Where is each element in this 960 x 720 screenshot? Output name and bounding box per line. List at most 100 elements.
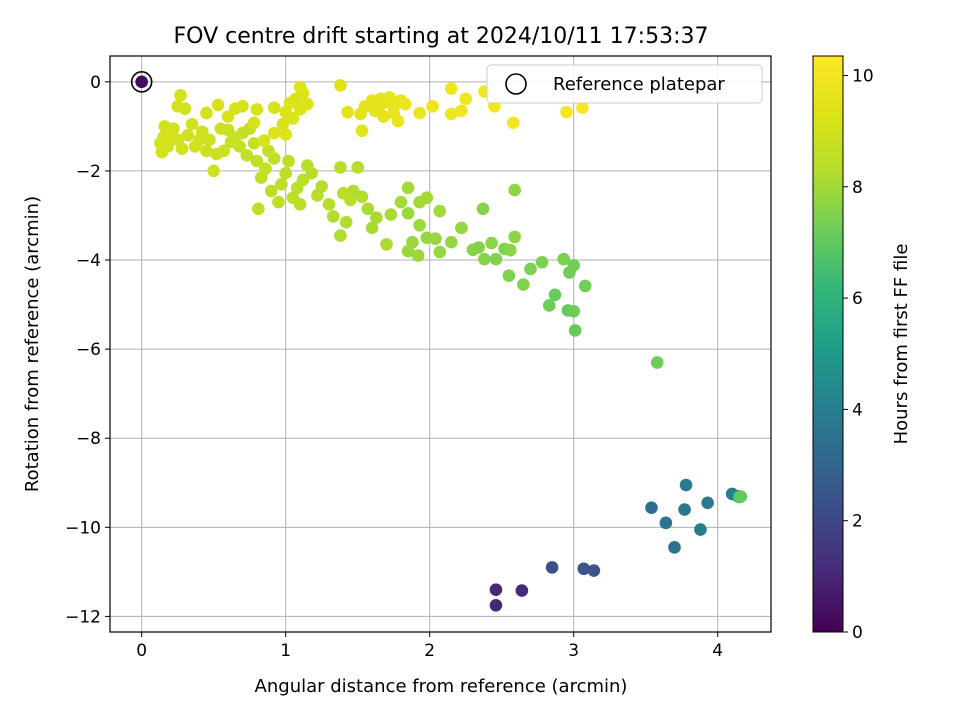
data-point	[276, 117, 290, 131]
colorbar-ticks: 0 2 4 6 8 10	[843, 66, 874, 643]
data-point	[650, 356, 664, 369]
data-point	[515, 584, 529, 597]
data-point	[508, 183, 521, 197]
data-point	[517, 278, 530, 291]
data-point	[504, 243, 517, 257]
data-point	[334, 161, 347, 174]
data-point	[567, 259, 581, 272]
data-point	[262, 144, 275, 158]
x-axis-ticks: 0 1 2 3 4	[136, 632, 723, 661]
data-point	[211, 98, 225, 112]
data-point	[420, 231, 434, 245]
data-point	[185, 117, 199, 131]
data-point	[326, 210, 340, 223]
data-point	[200, 144, 213, 158]
data-point	[413, 218, 426, 232]
data-point	[181, 128, 195, 142]
data-point	[282, 154, 295, 168]
data-point	[224, 135, 238, 149]
data-point	[694, 523, 707, 536]
y-tick-label: −2	[76, 162, 101, 182]
data-point	[351, 161, 364, 174]
data-point	[279, 166, 292, 180]
data-point	[293, 80, 307, 94]
y-tick-label: −4	[76, 251, 101, 271]
data-point	[250, 154, 264, 168]
data-point	[577, 562, 591, 576]
data-point	[334, 229, 347, 242]
data-point	[413, 106, 426, 120]
data-point	[535, 255, 549, 269]
x-tick-label: 1	[280, 641, 291, 661]
chart-title: FOV centre drift starting at 2024/10/11 …	[174, 24, 709, 49]
data-point	[455, 221, 468, 235]
data-point	[257, 134, 271, 147]
colorbar-tick-label: 4	[852, 400, 863, 420]
data-point	[267, 126, 281, 140]
colorbar-tick-label: 10	[852, 66, 874, 86]
x-tick-label: 0	[136, 641, 147, 661]
data-point	[545, 561, 559, 574]
data-point	[568, 324, 582, 337]
data-point	[279, 128, 292, 141]
data-point	[489, 598, 503, 612]
data-point	[355, 124, 369, 138]
reference-point	[135, 75, 148, 89]
data-point	[485, 236, 498, 250]
reference-ring	[130, 71, 153, 93]
data-point	[413, 195, 426, 209]
colorbar-tick-label: 6	[852, 289, 863, 309]
data-point	[401, 206, 415, 220]
data-point	[426, 100, 439, 113]
colorbar-tick-label: 2	[852, 512, 863, 532]
data-point	[341, 105, 354, 119]
data-point	[659, 516, 673, 530]
y-tick-label: 0	[90, 73, 101, 93]
data-point	[668, 541, 681, 554]
y-tick-label: −10	[65, 518, 101, 538]
data-point	[478, 252, 491, 266]
data-point	[445, 107, 458, 121]
data-point	[587, 564, 601, 577]
data-point	[506, 116, 520, 130]
data-point	[645, 501, 658, 515]
y-tick-label: −8	[76, 429, 101, 449]
colorbar-tick-label: 8	[852, 178, 863, 198]
data-point	[502, 269, 516, 282]
data-point	[275, 177, 288, 191]
data-point	[158, 120, 172, 133]
data-point	[240, 149, 254, 162]
data-point	[455, 104, 468, 118]
data-point	[679, 478, 693, 492]
data-point	[210, 147, 223, 161]
data-point	[401, 244, 415, 258]
data-point	[548, 288, 562, 302]
data-point	[489, 252, 503, 266]
data-point	[380, 238, 393, 251]
data-point	[171, 100, 184, 113]
data-point	[322, 198, 336, 211]
data-point	[576, 101, 589, 114]
data-point	[387, 106, 400, 120]
data-point	[286, 112, 300, 125]
colorbar-tick-label: 0	[852, 623, 863, 643]
data-point	[267, 101, 281, 114]
data-point	[368, 104, 382, 118]
data-point	[254, 171, 268, 184]
colorbar-gradient	[812, 55, 844, 633]
data-point	[272, 195, 285, 209]
data-point	[508, 230, 521, 244]
data-point	[445, 235, 458, 249]
data-point	[394, 195, 408, 209]
legend: Reference platepar	[486, 64, 763, 104]
data-point	[311, 189, 324, 202]
data-point	[401, 181, 415, 195]
data-point	[203, 133, 216, 147]
reference-marker	[130, 71, 153, 93]
colorbar-label: Hours from first FF file	[891, 244, 912, 445]
data-point	[476, 202, 490, 216]
data-point	[542, 299, 556, 312]
data-point	[567, 304, 581, 318]
data-point	[236, 100, 249, 113]
